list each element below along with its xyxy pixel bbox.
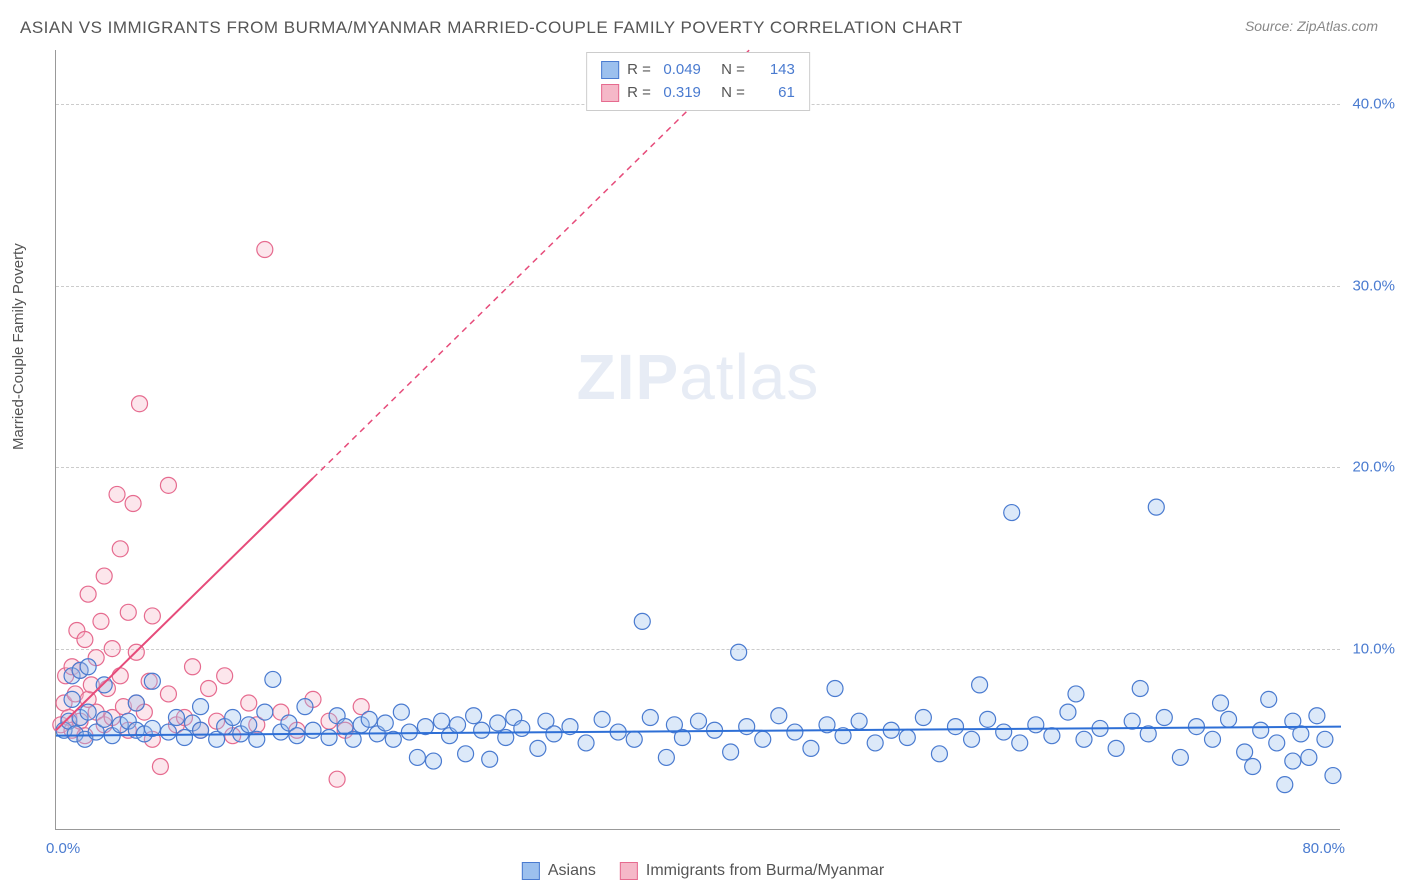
stats-legend-box: R = 0.049 N = 143 R = 0.319 N = 61 (586, 52, 810, 111)
scatter-svg (56, 50, 1340, 829)
n-label: N = (721, 82, 745, 105)
y-tick-label: 20.0% (1345, 459, 1395, 476)
r-label: R = (627, 82, 651, 105)
n-value-burma: 61 (753, 82, 795, 105)
n-value-asians: 143 (753, 59, 795, 82)
legend-item-burma: Immigrants from Burma/Myanmar (620, 862, 884, 880)
stats-row-asians: R = 0.049 N = 143 (601, 59, 795, 82)
swatch-burma-icon (601, 84, 619, 102)
swatch-asians-icon (601, 61, 619, 79)
legend-label-asians: Asians (548, 862, 596, 880)
y-tick-label: 30.0% (1345, 277, 1395, 294)
y-tick-label: 10.0% (1345, 640, 1395, 657)
legend-swatch-burma-icon (620, 862, 638, 880)
y-axis-label: Married-Couple Family Poverty (10, 243, 27, 450)
r-value-asians: 0.049 (659, 59, 701, 82)
bottom-legend: Asians Immigrants from Burma/Myanmar (522, 862, 884, 880)
legend-item-asians: Asians (522, 862, 596, 880)
r-value-burma: 0.319 (659, 82, 701, 105)
r-label: R = (627, 59, 651, 82)
legend-swatch-asians-icon (522, 862, 540, 880)
y-tick-label: 40.0% (1345, 96, 1395, 113)
legend-label-burma: Immigrants from Burma/Myanmar (646, 862, 884, 880)
plot-area: ZIPatlas 10.0%20.0%30.0%40.0% R = 0.049 … (55, 50, 1340, 830)
stats-row-burma: R = 0.319 N = 61 (601, 82, 795, 105)
x-tick-min: 0.0% (46, 840, 80, 857)
x-tick-max: 80.0% (1302, 840, 1345, 857)
chart-title: ASIAN VS IMMIGRANTS FROM BURMA/MYANMAR M… (20, 18, 963, 38)
n-label: N = (721, 59, 745, 82)
source-attribution: Source: ZipAtlas.com (1245, 18, 1378, 34)
